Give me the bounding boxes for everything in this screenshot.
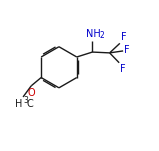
Text: F: F <box>121 32 126 42</box>
Text: F: F <box>124 45 130 55</box>
Text: 2: 2 <box>100 31 104 40</box>
Text: 3: 3 <box>24 96 28 105</box>
Text: F: F <box>120 64 126 74</box>
Text: O: O <box>28 88 35 98</box>
Text: NH: NH <box>86 29 100 39</box>
Text: C: C <box>27 99 34 109</box>
Text: H: H <box>15 99 22 109</box>
